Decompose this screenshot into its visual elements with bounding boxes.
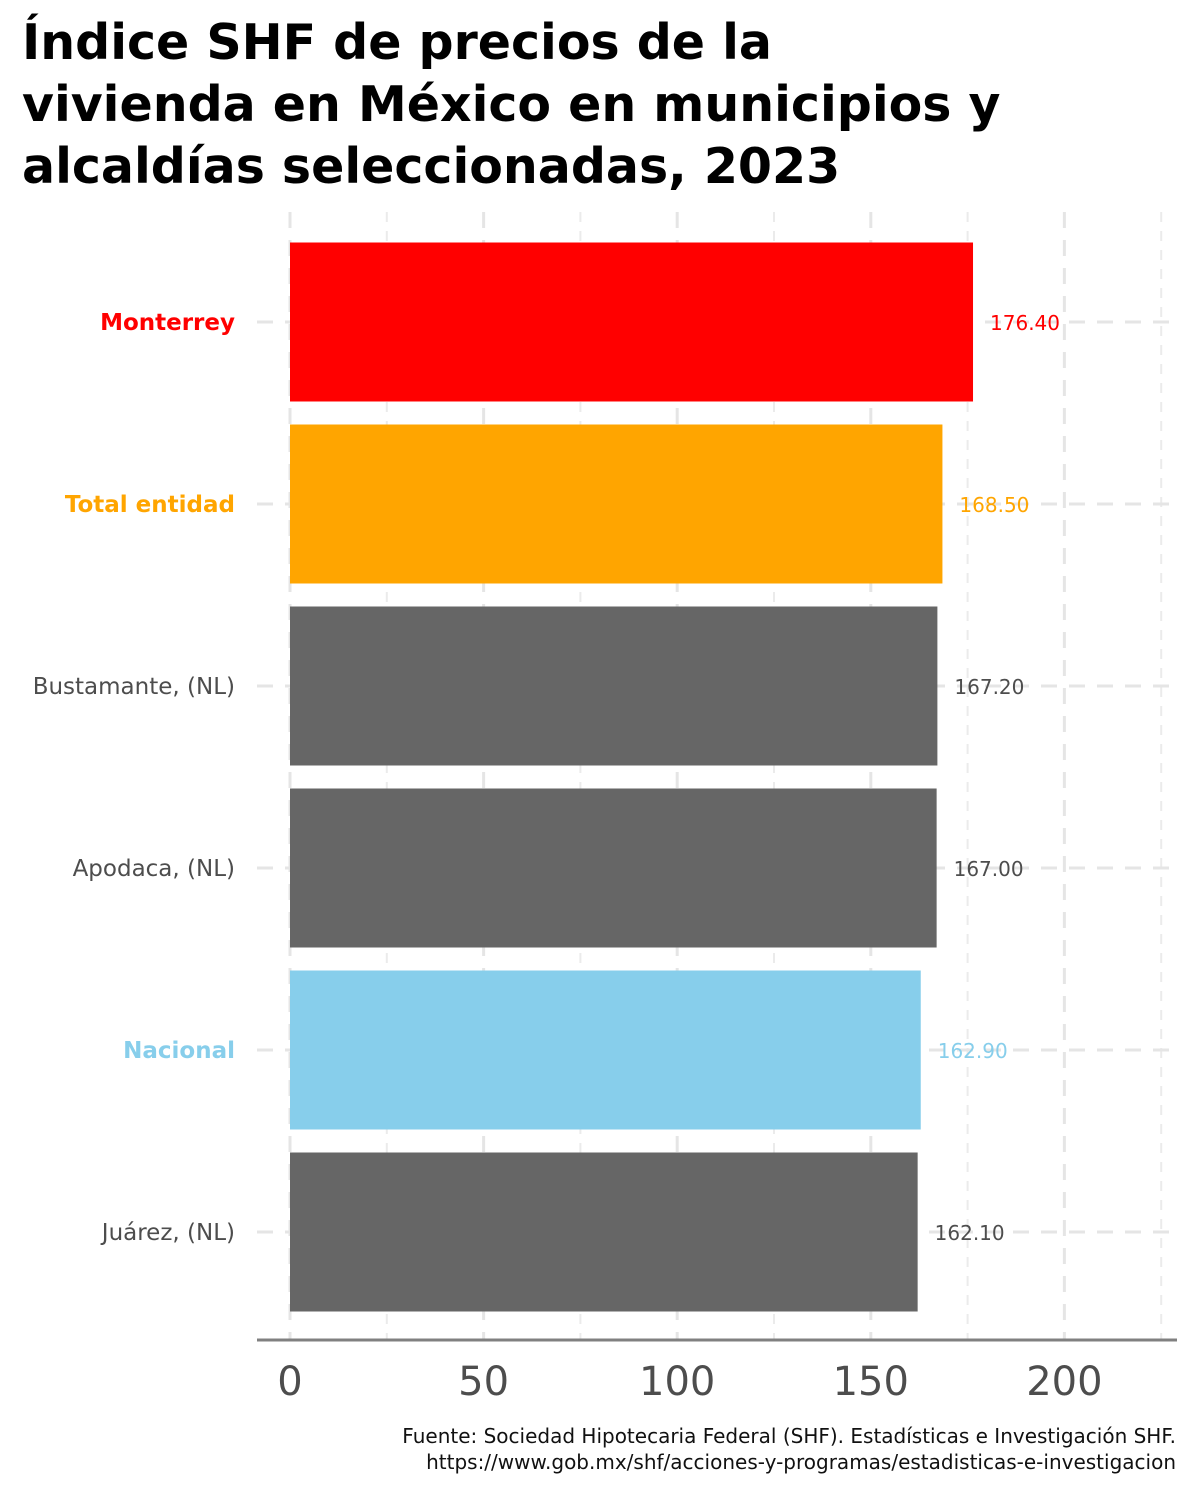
category-label: Apodaca, (NL) [73, 856, 235, 882]
category-label: Total entidad [65, 492, 235, 518]
category-label: Monterrey [100, 310, 235, 336]
chart-title-line: alcaldías seleccionadas, 2023 [22, 138, 841, 195]
chart-title-line: vivienda en México en municipios y [22, 76, 1001, 133]
x-tick-label: 100 [639, 1359, 715, 1405]
value-label: 176.40 [990, 311, 1060, 335]
value-label: 162.90 [938, 1039, 1008, 1063]
category-label: Nacional [123, 1038, 235, 1064]
category-label: Juárez, (NL) [100, 1220, 235, 1246]
caption-source: Fuente: Sociedad Hipotecaria Federal (SH… [402, 1424, 1176, 1448]
x-tick-label: 150 [833, 1359, 909, 1405]
chart-title-line: Índice SHF de precios de la [22, 14, 772, 71]
value-label: 167.00 [954, 857, 1024, 881]
category-label: Bustamante, (NL) [33, 674, 235, 700]
bars [290, 242, 974, 1312]
x-tick-label: 200 [1026, 1359, 1102, 1405]
bar [290, 424, 943, 584]
bar [290, 970, 921, 1130]
bar [290, 1152, 918, 1312]
x-tick-label: 0 [277, 1359, 302, 1405]
bar [290, 242, 974, 402]
value-label: 162.10 [935, 1221, 1005, 1245]
value-labels: 176.40 168.50 167.20 167.00 162.90 162.10 [935, 311, 1060, 1245]
bar [290, 606, 938, 766]
bar [290, 788, 937, 948]
value-label: 167.20 [954, 675, 1024, 699]
category-labels: Monterrey Total entidad Bustamante, (NL) Ap… [33, 310, 235, 1246]
x-tick-label: 50 [458, 1359, 509, 1405]
value-label: 168.50 [959, 493, 1029, 517]
caption-url: https://www.gob.mx/shf/acciones-y-progra… [426, 1450, 1176, 1474]
x-tick-labels: 0 50 100 150 200 [277, 1359, 1102, 1405]
chart-title: Índice SHF de precios de la vivienda en … [22, 12, 1022, 198]
chart-caption: Fuente: Sociedad Hipotecaria Federal (SH… [402, 1423, 1176, 1475]
